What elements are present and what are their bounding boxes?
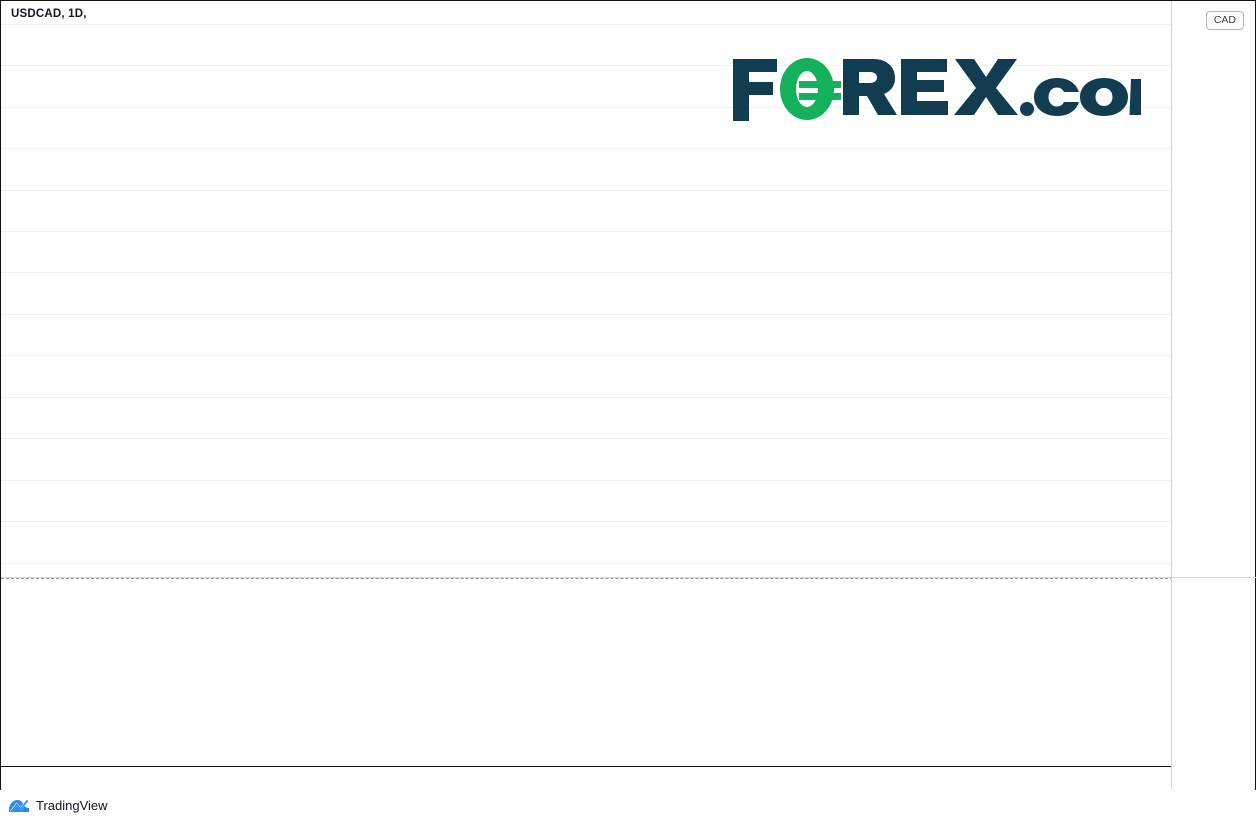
time-axis[interactable]: [1, 766, 1173, 790]
price-gridline: [1, 355, 1173, 357]
chart-frame: USDCAD, 1D, CAD: [0, 0, 1256, 790]
price-gridline: [1, 479, 1173, 481]
price-gridline: [1, 562, 1173, 564]
price-gridline: [1, 189, 1173, 191]
pane-divider: [1, 577, 1173, 578]
tradingview-logo-icon: [9, 799, 29, 812]
price-gridline: [1, 396, 1173, 398]
price-gridline: [1, 65, 1173, 67]
candlestick-series: [1, 1, 1173, 577]
price-gridline: [1, 23, 1173, 25]
price-gridline: [1, 231, 1173, 232]
axis-pane-separator: [1172, 577, 1256, 578]
price-axis[interactable]: [1171, 1, 1256, 789]
price-gridline: [1, 272, 1173, 274]
price-gridline: [1, 106, 1173, 108]
rsi-oversold-line: [1, 578, 1173, 579]
price-gridline: [1, 313, 1173, 315]
price-gridline: [1, 521, 1173, 523]
page-title: USDCAD, 1D,: [11, 8, 87, 20]
rsi-line-series: [1, 578, 1173, 766]
tradingview-label: TradingView: [36, 797, 108, 813]
rsi-pane[interactable]: [1, 578, 1173, 766]
tradingview-attribution[interactable]: TradingView: [8, 796, 108, 814]
price-gridline: [1, 438, 1173, 440]
currency-badge[interactable]: CAD: [1205, 11, 1244, 30]
price-pane[interactable]: [1, 1, 1173, 577]
price-gridline: [1, 148, 1173, 150]
